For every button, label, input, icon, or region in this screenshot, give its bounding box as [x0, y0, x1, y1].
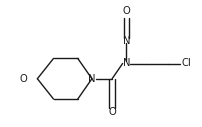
Text: Cl: Cl: [182, 59, 191, 68]
Text: O: O: [122, 6, 130, 16]
Text: N: N: [122, 59, 130, 68]
Text: O: O: [108, 107, 116, 117]
Text: O: O: [19, 74, 27, 84]
Text: N: N: [88, 74, 96, 84]
Text: N: N: [122, 36, 130, 46]
